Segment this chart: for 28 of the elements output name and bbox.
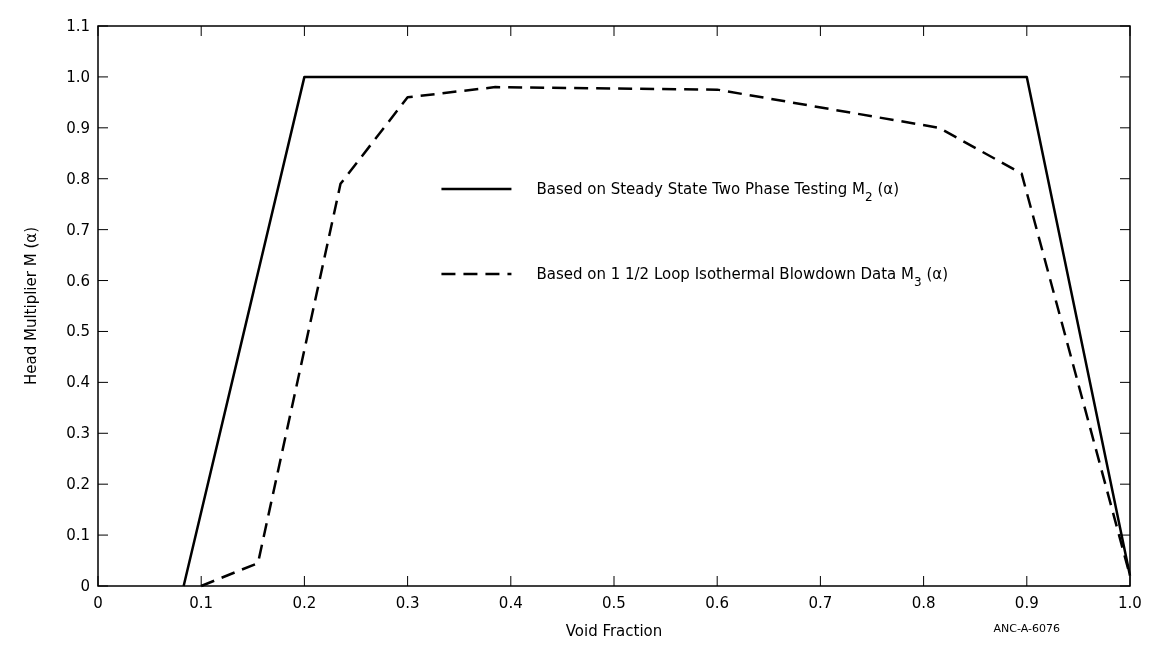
text: ANC-A-6076 bbox=[993, 622, 1061, 635]
y-tick-label: 0.4 bbox=[66, 373, 90, 392]
x-tick-label: 1.0 bbox=[1118, 594, 1142, 612]
x-tick-label: 0.8 bbox=[911, 594, 936, 612]
legend-label: Based on 1 1/2 Loop Isothermal Blowdown Data M$_{3}$ (α) bbox=[536, 264, 949, 289]
y-tick-label: 0.3 bbox=[66, 424, 90, 443]
x-axis-title: Void Fraction bbox=[565, 622, 663, 640]
x-tick-label: 0.5 bbox=[602, 594, 626, 612]
y-tick-label: 1.0 bbox=[66, 67, 90, 86]
y-axis-title: Head Multiplier M (α) bbox=[22, 227, 40, 385]
y-tick-label: 1.1 bbox=[66, 17, 90, 35]
y-tick-label: 0 bbox=[80, 577, 90, 595]
y-tick-label: 0.5 bbox=[66, 322, 90, 341]
x-tick-label: 0.3 bbox=[395, 594, 420, 612]
x-tick-label: 0.6 bbox=[705, 594, 730, 612]
x-tick-label: 0.9 bbox=[1014, 594, 1039, 612]
y-tick-label: 0.9 bbox=[66, 118, 90, 137]
x-tick-label: 0.2 bbox=[292, 594, 317, 612]
x-tick-label: 0 bbox=[93, 594, 103, 612]
x-tick-label: 0.7 bbox=[808, 594, 833, 612]
y-tick-label: 0.6 bbox=[66, 271, 90, 290]
y-tick-label: 0.8 bbox=[66, 169, 90, 188]
y-tick-label: 0.7 bbox=[66, 220, 90, 239]
x-tick-label: 0.1 bbox=[189, 594, 214, 612]
y-tick-label: 0.1 bbox=[66, 526, 90, 545]
y-tick-label: 0.2 bbox=[66, 475, 90, 494]
legend-label: Based on Steady State Two Phase Testing M$_{2}$ (α) bbox=[536, 179, 900, 204]
x-tick-label: 0.4 bbox=[498, 594, 523, 612]
